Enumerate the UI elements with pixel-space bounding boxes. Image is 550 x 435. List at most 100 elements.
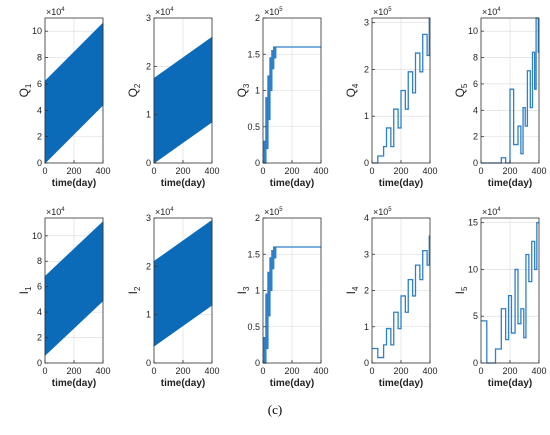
x-tick-label: 400 — [531, 166, 546, 176]
y-axis-label-sub: 4 — [351, 286, 360, 291]
y-axis-label: I2 — [126, 286, 142, 294]
y-axis-label-main: Q — [344, 88, 358, 97]
y-axis-label: I4 — [344, 286, 360, 294]
y-tick-label: 1.5 — [247, 49, 260, 59]
x-tick-label: 400 — [204, 366, 219, 376]
y-tick-label: 0.5 — [247, 322, 260, 332]
x-tick-label: 200 — [66, 166, 81, 176]
exponent-multiplier: ×104 — [482, 207, 501, 217]
y-axis-label-main: Q — [235, 88, 249, 97]
x-axis-label: time(day) — [270, 378, 314, 389]
y-tick-label: 3 — [364, 249, 369, 259]
y-axis-label-main: Q — [453, 88, 467, 97]
subplot-q4: 0 1 2 3 0 200 400 time(day) Q4 ×105 — [344, 7, 438, 189]
y-tick-label: 3 — [146, 213, 151, 223]
multiplier-base: ×10 — [155, 207, 170, 217]
exponent-multiplier: ×104 — [155, 7, 174, 17]
multiplier-base: ×10 — [46, 7, 61, 17]
y-tick-label: 10 — [32, 231, 42, 241]
y-axis-label-main: I — [235, 291, 249, 294]
y-tick-label: 0 — [255, 358, 260, 368]
multiplier-base: ×10 — [264, 7, 279, 17]
multiplier-exponent: 4 — [170, 207, 174, 213]
exponent-multiplier: ×104 — [482, 7, 501, 17]
y-tick-label: 2 — [37, 333, 42, 343]
x-axis-label: time(day) — [488, 178, 532, 189]
y-axis-label: I3 — [235, 286, 251, 294]
multiplier-exponent: 4 — [61, 207, 65, 213]
y-axis-label: Q1 — [17, 83, 33, 97]
x-tick-label: 400 — [531, 366, 546, 376]
multiplier-base: ×10 — [46, 207, 61, 217]
x-tick-label: 0 — [260, 366, 265, 376]
multiplier-base: ×10 — [373, 207, 388, 217]
multiplier-base: ×10 — [482, 7, 497, 17]
y-axis-label-sub: 1 — [24, 83, 33, 88]
exponent-multiplier: ×104 — [46, 207, 65, 217]
y-tick-label: 8 — [37, 53, 42, 63]
x-tick-label: 200 — [284, 366, 299, 376]
x-tick-label: 0 — [369, 366, 374, 376]
x-tick-label: 400 — [313, 166, 328, 176]
y-axis-label-main: I — [453, 291, 467, 294]
y-tick-label: 6 — [473, 79, 478, 89]
multiplier-exponent: 4 — [497, 7, 501, 13]
y-tick-label: 2 — [255, 13, 260, 23]
y-axis-label: I5 — [453, 286, 469, 294]
y-axis-label-main: Q — [126, 88, 140, 97]
x-axis-label: time(day) — [52, 178, 96, 189]
y-axis-label-main: I — [17, 291, 31, 294]
x-tick-label: 400 — [204, 166, 219, 176]
x-tick-label: 400 — [95, 166, 110, 176]
multiplier-exponent: 5 — [388, 207, 392, 213]
x-tick-label: 200 — [284, 166, 299, 176]
multiplier-base: ×10 — [373, 7, 388, 17]
y-tick-label: 8 — [37, 256, 42, 266]
y-tick-label: 0 — [473, 358, 478, 368]
x-tick-label: 200 — [175, 166, 190, 176]
y-axis-label-sub: 2 — [133, 286, 142, 291]
y-tick-label: 10 — [468, 264, 478, 274]
multiplier-base: ×10 — [155, 7, 170, 17]
y-tick-label: 1 — [255, 286, 260, 296]
multiplier-exponent: 5 — [388, 7, 392, 13]
y-axis-label-main: Q — [17, 88, 31, 97]
x-tick-label: 0 — [151, 366, 156, 376]
x-tick-label: 0 — [260, 166, 265, 176]
y-axis-label: I1 — [17, 286, 33, 294]
y-tick-label: 2 — [146, 261, 151, 271]
y-tick-label: 0 — [146, 358, 151, 368]
y-axis-label-sub: 1 — [24, 286, 33, 291]
subplot-q3: 0 0.5 1 1.5 2 0 200 400 time(day) Q3 ×105 — [235, 7, 329, 189]
y-axis-label: Q3 — [235, 83, 251, 97]
x-tick-label: 200 — [175, 366, 190, 376]
multiplier-exponent: 4 — [61, 7, 65, 13]
y-tick-label: 1.5 — [247, 249, 260, 259]
x-axis-label: time(day) — [379, 378, 423, 389]
y-axis-label: Q5 — [453, 83, 469, 97]
y-tick-label: 2 — [364, 286, 369, 296]
x-axis-label: time(day) — [161, 378, 205, 389]
y-tick-label: 10 — [32, 26, 42, 36]
x-tick-label: 200 — [502, 166, 517, 176]
y-axis-label-main: I — [344, 291, 358, 294]
y-tick-label: 0 — [146, 158, 151, 168]
multiplier-exponent: 4 — [497, 207, 501, 213]
y-axis-label-sub: 5 — [460, 286, 469, 291]
exponent-multiplier: ×104 — [155, 207, 174, 217]
y-tick-label: 0 — [364, 358, 369, 368]
exponent-multiplier: ×105 — [264, 207, 283, 217]
y-axis-label-sub: 4 — [351, 83, 360, 88]
x-axis-label: time(day) — [379, 178, 423, 189]
multiplier-exponent: 5 — [279, 7, 283, 13]
exponent-multiplier: ×105 — [373, 7, 392, 17]
y-tick-label: 4 — [37, 105, 42, 115]
y-tick-label: 6 — [37, 282, 42, 292]
y-tick-label: 2 — [473, 132, 478, 142]
x-tick-label: 400 — [313, 366, 328, 376]
